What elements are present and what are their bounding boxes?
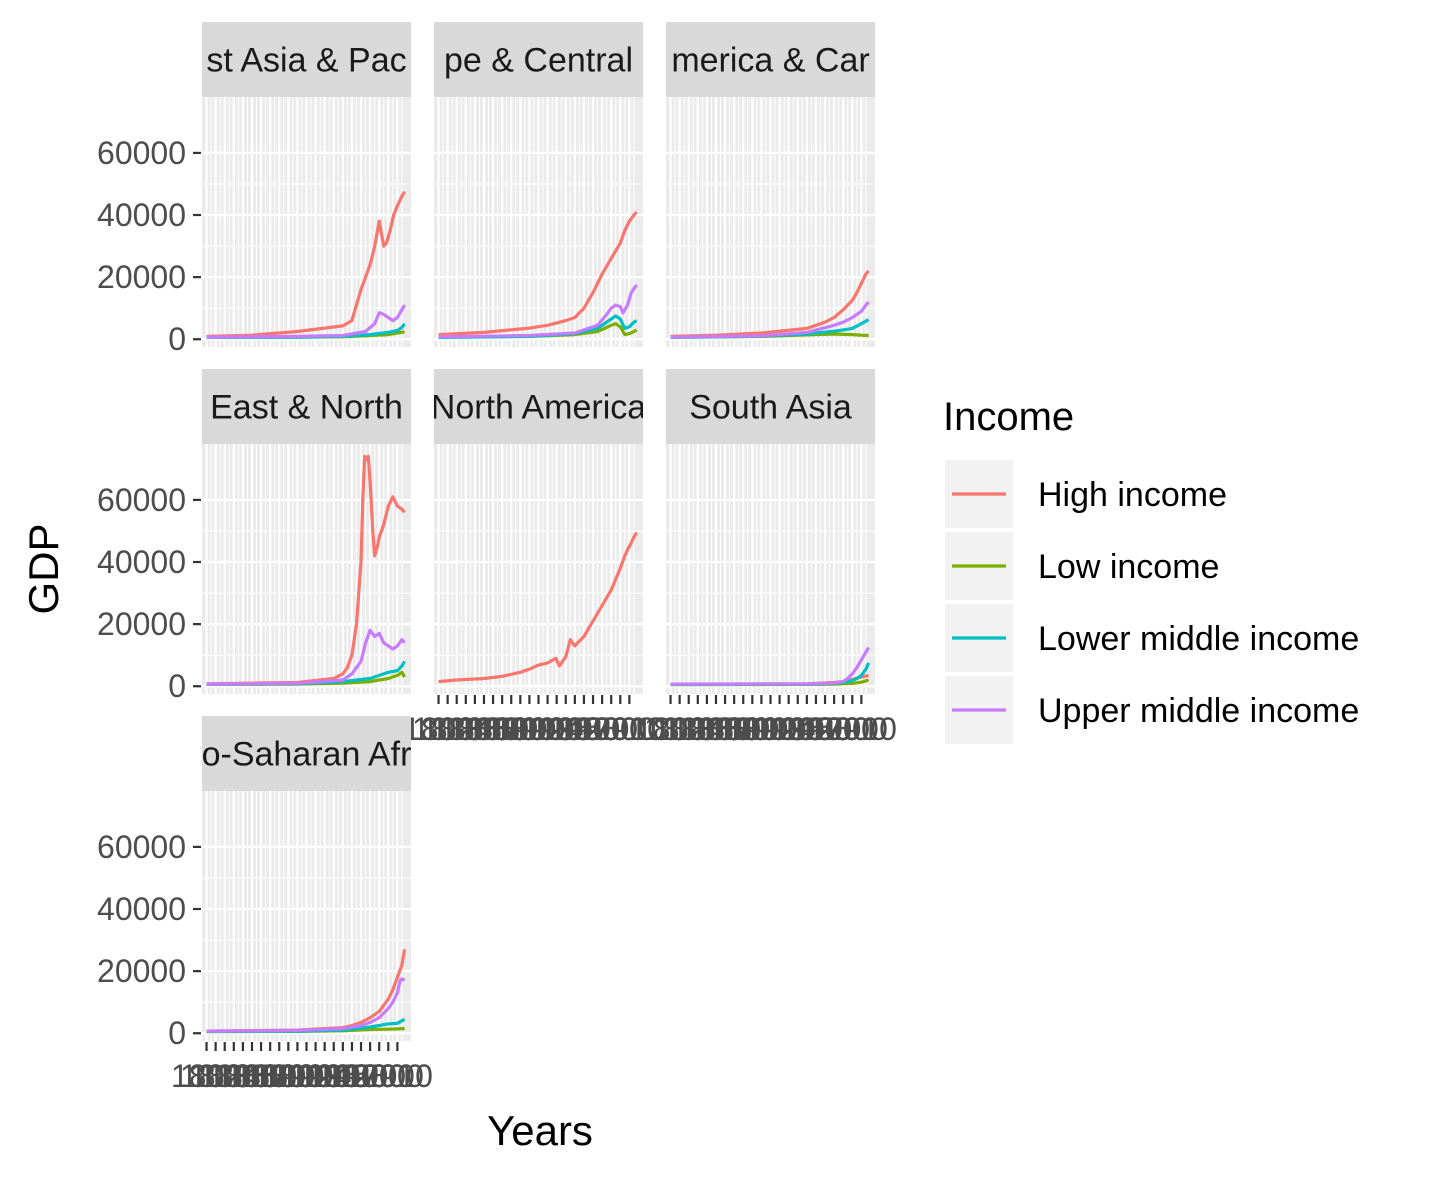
y-tick-label: 60000	[97, 829, 186, 865]
y-tick-label: 0	[168, 321, 186, 357]
y-tick-label: 60000	[97, 482, 186, 518]
legend: Income High income Low income Lower middle…	[943, 395, 1359, 744]
facet-panel: North America 180018101820183018401850186…	[403, 369, 665, 747]
legend-title: Income	[943, 395, 1074, 439]
facet-strip-label: East & North	[210, 389, 403, 427]
facet-panel: merica & Car	[666, 22, 875, 347]
facet-strip-label: pe & Central	[444, 42, 633, 80]
facet-strip-label: South Asia	[689, 389, 852, 427]
facet-panel: st Asia & Pac 0 20000 40000 60000	[97, 22, 411, 357]
y-tick-label: 0	[168, 1015, 186, 1051]
facet-strip-label: st Asia & Pac	[206, 42, 406, 80]
y-tick-label: 40000	[97, 891, 186, 927]
facet-strip-label: o-Saharan Afr	[202, 736, 412, 774]
facet-panel: pe & Central	[434, 22, 643, 347]
y-tick-label: 40000	[97, 544, 186, 580]
y-tick-label: 40000	[97, 197, 186, 233]
x-tick-label: 2010	[826, 711, 897, 747]
panels-layer: st Asia & Pac 0 20000 40000 60000 pe & Centra…	[97, 22, 897, 1094]
legend-label: Lower middle income	[1038, 620, 1359, 658]
y-axis-title: GDP	[20, 523, 67, 614]
legend-label: Low income	[1038, 548, 1219, 586]
y-tick-label: 20000	[97, 606, 186, 642]
facet-strip-label: North America	[431, 389, 646, 427]
y-tick-label: 20000	[97, 259, 186, 295]
y-tick-label: 60000	[97, 135, 186, 171]
legend-label: High income	[1038, 476, 1227, 514]
y-tick-label: 20000	[97, 953, 186, 989]
x-tick-label: 2010	[362, 1058, 433, 1094]
y-tick-label: 0	[168, 668, 186, 704]
facet-panel: South Asia 180018101820183018401850186018…	[635, 369, 897, 747]
facet-panel: East & North 0 20000 40000 60000	[97, 369, 411, 704]
legend-label: Upper middle income	[1038, 692, 1359, 730]
x-axis-title: Years	[487, 1107, 593, 1154]
facet-strip-label: merica & Car	[671, 42, 869, 80]
facet-panel: o-Saharan Afr 0 20000 40000 60000 18001810182…	[97, 716, 433, 1094]
